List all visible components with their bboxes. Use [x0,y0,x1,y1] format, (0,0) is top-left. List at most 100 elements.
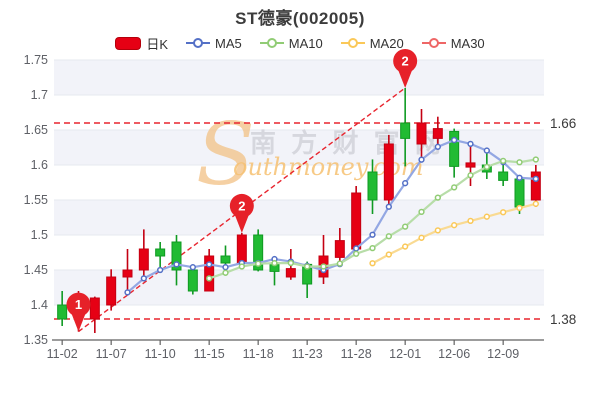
marker-balloon [393,49,418,73]
ma10-point [353,250,360,257]
marker-balloon-tail [398,70,413,88]
reference-line-label: 1.38 [550,312,576,327]
ma10-point [369,245,376,252]
candle-body [400,122,411,139]
candle-swatch-icon [115,36,142,50]
ma10-line-icon [259,37,284,49]
legend-item-ma20[interactable]: MA20 [340,35,404,51]
plot-band [54,130,544,165]
candle-body [351,192,362,250]
ma5-point [353,245,360,252]
x-axis-label: 11-07 [96,347,127,361]
legend-item-ma10[interactable]: MA10 [259,35,323,51]
marker-balloon-tail [71,313,86,332]
ma5-point [189,264,196,271]
legend-item-daily-k[interactable]: 日K [115,34,168,53]
ma5-point [173,261,180,268]
y-axis-label: 1.6 [31,158,48,172]
ma20-point [483,213,490,220]
ma5-point [434,143,441,150]
y-axis-label: 1.55 [24,193,48,207]
x-axis-label: 11-10 [145,347,176,361]
candle-body [138,248,149,271]
ma10-point [287,259,294,267]
x-axis-label: 12-01 [389,347,421,361]
ma30-line-icon [421,37,446,49]
candle-body [106,276,117,306]
candle-body [155,248,166,257]
page-title: ST德豪(002005) [235,9,365,28]
ma5-point [222,264,229,271]
x-axis-label: 12-06 [438,347,470,361]
candle-body [416,122,427,145]
plot-band [54,200,544,235]
ma10-point [271,259,278,267]
ma20-point [467,217,474,225]
candle-body [530,171,541,201]
candle-body [449,130,460,167]
marker-label: 2 [402,54,409,69]
x-axis-label: 12-09 [487,347,519,361]
candle-body [432,128,443,139]
legend-label: 日K [146,36,169,52]
x-axis-label: 11-18 [243,347,274,361]
ma5-point [124,289,131,296]
ma10-point [336,260,343,267]
ma10-point [532,156,539,163]
marker-label: 1 [75,297,82,312]
reference-line-label: 1.66 [550,116,576,131]
candle-body [57,304,68,320]
legend-item-ma5[interactable]: MA5 [186,36,242,51]
watermark-initial: S [196,105,255,205]
ma10-point [222,269,229,276]
ma10-point [483,163,490,171]
candle-body [253,234,264,271]
candle-body [285,268,296,278]
ma5-point [532,175,539,183]
y-axis-label: 1.4 [31,298,48,312]
candle-body [465,162,476,168]
x-axis-label: 11-02 [47,347,78,361]
ma10-point [467,172,474,179]
y-axis-label: 1.65 [24,123,48,137]
ma20-point [402,243,409,250]
candle-body [383,143,394,201]
ma10-point [500,157,507,165]
ma5-point [369,231,376,238]
y-axis-label: 1.35 [24,333,48,347]
ma10-point [434,194,441,201]
y-axis-label: 1.7 [31,88,48,102]
ma20-point [516,204,523,212]
ma10-point [385,233,392,240]
legend-item-ma30[interactable]: MA30 [421,36,485,51]
ma5-point [157,266,164,274]
candle-body [334,240,345,258]
candle-body [122,269,133,278]
x-axis-label: 11-23 [292,347,323,361]
x-axis-label: 11-15 [194,347,225,361]
watermark-en: outhmoney.com [233,153,424,181]
ma20-point [385,251,392,258]
marker-balloon [66,292,91,317]
candle-body [171,241,182,271]
ma10-point [516,159,523,166]
ma5-point [402,180,409,187]
legend-label: MA10 [288,35,323,51]
ma10-point [255,260,262,267]
ma5-point [206,261,213,268]
ma20-point [418,234,425,241]
marker-label: 2 [238,198,245,213]
candle-body [187,269,198,292]
plot-band [54,60,544,95]
legend-label: MA20 [369,35,404,51]
ma5-point [385,203,392,210]
candle-body [236,234,247,264]
ma10-point [451,184,458,191]
candle-body [514,178,525,208]
candle-body [367,171,378,201]
candle-body [204,255,215,292]
chart-legend: 日K MA5 MA10 MA20 MA30 [0,33,600,53]
ma5-point [483,147,490,154]
ma10-point [320,263,327,270]
